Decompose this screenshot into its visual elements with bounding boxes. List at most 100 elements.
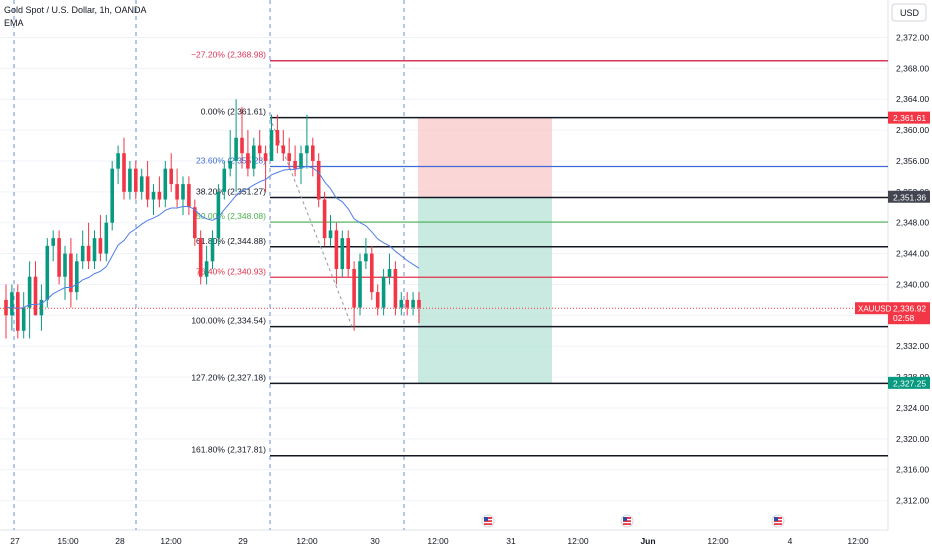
ema-line xyxy=(6,165,420,309)
candle xyxy=(145,160,150,208)
x-tick-label: 30 xyxy=(370,536,380,546)
us-flag-icon[interactable] xyxy=(481,514,495,528)
price-tag-bg xyxy=(888,376,930,389)
candle-body xyxy=(104,222,109,254)
stop-loss-zone[interactable] xyxy=(418,117,552,197)
us-flag-icon[interactable] xyxy=(620,514,634,528)
candle xyxy=(375,284,380,316)
candle xyxy=(187,176,191,215)
candle-body xyxy=(405,299,409,308)
candle-body xyxy=(145,176,150,200)
currency-box[interactable] xyxy=(891,3,927,22)
candle-body xyxy=(370,253,374,293)
short-position-tool[interactable] xyxy=(418,117,552,383)
x-tick-label: 4 xyxy=(788,536,793,546)
x-tick-label: 12:00 xyxy=(160,536,182,546)
candle-body xyxy=(128,168,132,192)
candle-body xyxy=(63,253,67,277)
candle xyxy=(240,106,244,169)
economic-events[interactable] xyxy=(481,514,785,528)
candle-body xyxy=(134,168,138,192)
fib-level-label: 127.20% (2,327.18) xyxy=(191,372,266,382)
x-tick-label: 15:00 xyxy=(57,536,79,546)
candle xyxy=(352,261,356,331)
candle-body xyxy=(322,199,327,239)
candle-body xyxy=(234,137,238,161)
indicator-label[interactable]: EMA xyxy=(4,18,24,28)
fib-level-label: 50.00% (2,348.08) xyxy=(196,211,266,221)
candle xyxy=(257,130,262,161)
price-tag-bg xyxy=(888,190,930,203)
candle-body xyxy=(39,299,44,316)
fib-level-label: 76.40% (2,340.93) xyxy=(196,266,266,276)
fibonacci-retracement[interactable]: −27.20% (2,368.98) 0.00% (2,361.61) 23.60%… xyxy=(191,50,888,457)
candle xyxy=(110,160,114,231)
candle-body xyxy=(187,184,191,208)
candle-body xyxy=(387,269,392,277)
y-tick-label: 2,332.00 xyxy=(896,341,929,351)
x-tick-label: 28 xyxy=(115,536,125,546)
candle xyxy=(364,238,368,269)
candle-body xyxy=(198,238,203,277)
candle-body xyxy=(10,292,14,316)
candle xyxy=(51,230,55,262)
candle-body xyxy=(27,276,32,308)
y-tick-label: 2,320.00 xyxy=(896,434,929,444)
candle xyxy=(393,261,398,316)
y-tick-label: 2,356.00 xyxy=(896,156,929,166)
candle-body xyxy=(393,269,398,308)
candle-body xyxy=(163,168,168,200)
candle xyxy=(169,153,173,192)
y-tick-label: 2,372.00 xyxy=(896,32,929,42)
price-tag-label: 2,351.36 xyxy=(893,192,926,202)
candle xyxy=(98,214,103,262)
candle xyxy=(116,145,120,185)
candle xyxy=(370,245,374,300)
candle xyxy=(57,230,61,285)
price-tag-bg xyxy=(888,111,930,124)
candle-body xyxy=(169,168,173,185)
symbol-chip-bg xyxy=(855,302,888,315)
x-tick-label: Jun xyxy=(640,536,655,546)
candle-body xyxy=(57,238,61,277)
candle-body xyxy=(399,299,404,308)
candle-body xyxy=(316,160,321,200)
current-price-bg xyxy=(888,302,930,325)
fib-level-label: 23.60% (2,355.28) xyxy=(196,155,266,165)
candle-body xyxy=(86,245,91,262)
price-tags: 2,361.61 2,351.36 2,327.25 xyxy=(888,111,930,389)
candle-body xyxy=(33,276,38,316)
candle xyxy=(216,184,221,246)
candle xyxy=(75,253,79,300)
candle-body xyxy=(157,191,162,200)
candle-body xyxy=(417,299,421,308)
candle-body xyxy=(75,261,79,293)
flag-canton xyxy=(774,517,778,521)
fib-level-label: 0.00% (2,361.61) xyxy=(201,107,266,117)
candle xyxy=(417,292,421,324)
x-axis[interactable]: 27 15:00 28 12:00 29 12:00 30 12:00 31 12:00 Jun 12… xyxy=(0,529,888,546)
candle-body xyxy=(257,145,262,154)
us-flag-icon[interactable] xyxy=(771,514,785,528)
candle xyxy=(39,284,44,331)
candle xyxy=(16,284,20,339)
x-tick-label: 12:00 xyxy=(296,536,318,546)
currency-selector[interactable]: USD xyxy=(891,3,927,22)
y-tick-label: 2,324.00 xyxy=(896,403,929,413)
symbol-title[interactable]: Gold Spot / U.S. Dollar, 1h, OANDA xyxy=(4,5,147,15)
candle xyxy=(346,230,350,277)
take-profit-zone[interactable] xyxy=(418,196,552,383)
candle-body xyxy=(293,160,297,169)
candle-body xyxy=(116,153,120,169)
session-breaks xyxy=(13,0,405,530)
candle-body xyxy=(16,292,20,331)
candle-body xyxy=(92,238,97,262)
candle-body xyxy=(352,269,356,308)
flag-stripe-white xyxy=(484,522,492,524)
candle xyxy=(252,137,256,177)
x-tick-label: 12:00 xyxy=(567,536,589,546)
price-tag-label: 2,361.61 xyxy=(893,113,926,123)
x-tick-label: 27 xyxy=(10,536,20,546)
